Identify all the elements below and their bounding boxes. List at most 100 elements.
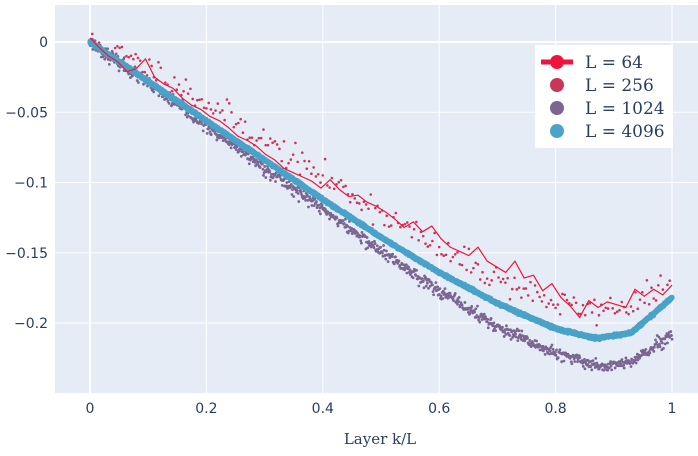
data-point <box>381 251 384 255</box>
data-point <box>341 219 345 222</box>
data-point <box>273 140 277 143</box>
data-point <box>247 162 251 166</box>
data-point <box>589 365 593 368</box>
data-point <box>453 252 457 256</box>
data-point <box>157 60 160 64</box>
data-point <box>492 270 496 274</box>
data-point <box>366 246 370 250</box>
data-point <box>208 130 212 134</box>
data-point <box>278 175 282 179</box>
data-point <box>373 206 377 210</box>
data-point <box>177 83 181 86</box>
data-point <box>290 183 293 186</box>
data-point <box>351 230 355 234</box>
data-point <box>239 154 243 158</box>
data-point <box>547 302 551 305</box>
data-point <box>239 117 242 121</box>
data-point <box>284 184 288 188</box>
data-point <box>429 281 433 284</box>
data-point <box>636 307 640 311</box>
data-point <box>477 318 480 322</box>
data-point <box>317 209 321 213</box>
data-point <box>586 363 590 366</box>
data-point <box>488 283 491 287</box>
data-point <box>638 298 642 301</box>
data-point <box>631 309 635 313</box>
data-point <box>106 58 110 61</box>
data-point <box>576 360 579 364</box>
data-point <box>474 307 478 311</box>
data-point <box>433 285 437 289</box>
data-point <box>315 206 319 209</box>
data-point <box>383 223 386 227</box>
data-point <box>670 337 674 341</box>
data-point <box>173 76 176 79</box>
data-point <box>654 338 657 342</box>
data-point <box>463 245 466 249</box>
data-point <box>186 92 190 95</box>
data-point <box>248 136 252 140</box>
data-point <box>530 344 533 348</box>
data-point <box>280 184 284 187</box>
data-point <box>278 147 281 151</box>
data-point <box>453 292 457 295</box>
data-point <box>215 138 219 142</box>
data-point <box>490 279 493 282</box>
data-point <box>448 291 452 295</box>
data-point <box>427 286 430 290</box>
data-point <box>373 239 376 243</box>
data-point <box>337 180 341 184</box>
data-point <box>581 364 585 368</box>
data-point <box>619 362 623 366</box>
data-point <box>359 239 363 243</box>
data-point <box>250 136 254 139</box>
data-point <box>324 208 327 212</box>
data-point <box>134 52 137 56</box>
data-point <box>593 362 597 365</box>
data-point <box>554 353 558 357</box>
data-point <box>478 315 482 319</box>
data-point <box>666 341 669 345</box>
data-point <box>268 178 272 182</box>
data-point <box>307 205 310 209</box>
data-point <box>669 330 673 333</box>
data-point <box>152 90 156 94</box>
data-point <box>506 276 509 280</box>
data-point <box>305 193 309 197</box>
data-point <box>310 204 314 207</box>
data-point <box>328 217 331 221</box>
data-point <box>431 290 435 294</box>
data-point <box>410 235 414 239</box>
data-point <box>307 159 311 163</box>
data-point <box>262 128 265 131</box>
data-point <box>551 347 555 351</box>
data-point <box>526 336 529 340</box>
data-point <box>451 255 455 259</box>
data-point <box>166 99 170 103</box>
data-point <box>360 208 363 212</box>
data-point <box>262 173 265 177</box>
data-point <box>491 324 495 328</box>
data-point <box>335 216 339 220</box>
data-point <box>515 327 519 331</box>
data-point <box>549 346 553 349</box>
data-point <box>136 81 140 84</box>
data-point <box>389 224 393 227</box>
data-point <box>439 294 443 298</box>
data-point <box>460 303 464 307</box>
data-point <box>636 358 640 362</box>
data-point <box>661 288 665 291</box>
data-point <box>404 263 408 267</box>
data-point <box>659 337 663 341</box>
data-point <box>353 197 357 200</box>
data-point <box>225 98 229 101</box>
data-point <box>645 279 649 282</box>
data-point <box>634 358 637 362</box>
data-point <box>456 302 459 306</box>
data-point <box>405 221 409 224</box>
data-point <box>609 296 612 300</box>
data-point <box>348 200 352 204</box>
data-point <box>209 133 213 137</box>
data-point <box>138 59 142 62</box>
data-point <box>426 245 430 248</box>
